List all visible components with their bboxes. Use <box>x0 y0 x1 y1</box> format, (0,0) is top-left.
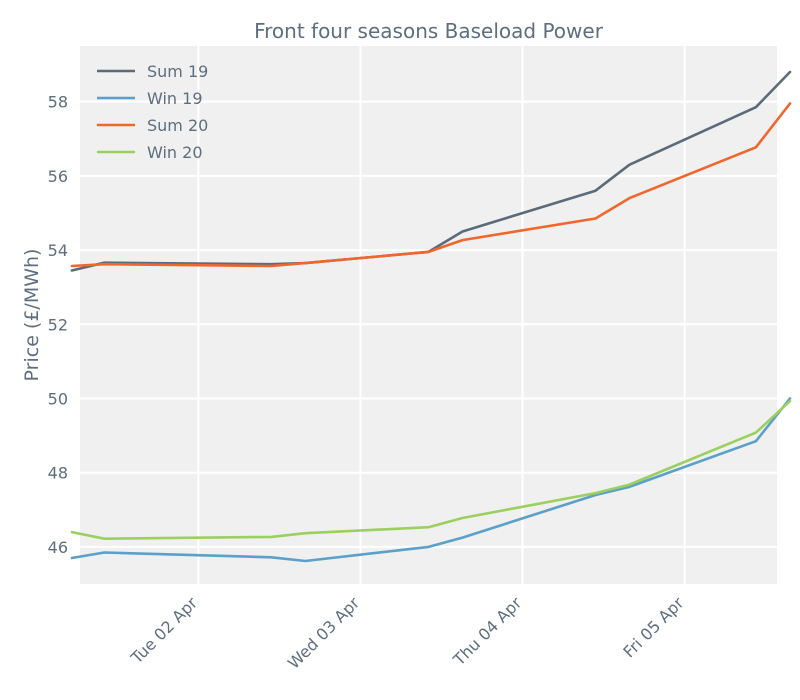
y-tick-label: 52 <box>48 315 68 334</box>
y-tick-label: 48 <box>48 464 68 483</box>
legend-label: Win 19 <box>147 89 203 108</box>
x-tick-label: Wed 03 Apr <box>284 593 364 673</box>
y-axis: 46 48 50 52 54 56 58 <box>48 93 68 557</box>
y-axis-title: Price (£/MWh) <box>21 249 43 382</box>
series-line-win-19 <box>70 397 792 563</box>
legend-label: Win 20 <box>147 143 203 162</box>
chart-title: Front four seasons Baseload Power <box>254 19 604 43</box>
series-lines <box>70 70 792 563</box>
y-tick-label: 46 <box>48 538 68 557</box>
x-tick-label: Thu 04 Apr <box>449 593 526 670</box>
series-line-sum-20 <box>70 102 792 268</box>
y-tick-label: 54 <box>48 241 68 260</box>
legend-label: Sum 20 <box>147 116 208 135</box>
y-tick-label: 56 <box>48 167 68 186</box>
y-tick-label: 50 <box>48 389 68 408</box>
plot-background <box>80 46 777 584</box>
y-tick-label: 58 <box>48 93 68 112</box>
grid <box>80 46 777 584</box>
legend-label: Sum 19 <box>147 62 208 81</box>
series-line-win-20 <box>70 399 792 541</box>
x-tick-label: Fri 05 Apr <box>619 593 687 661</box>
legend: Sum 19 Win 19 Sum 20 Win 20 <box>97 62 208 162</box>
x-tick-label: Tue 02 Apr <box>127 593 202 668</box>
x-axis: Tue 02 Apr Wed 03 Apr Thu 04 Apr Fri 05 Apr <box>127 593 688 673</box>
series-line-sum-19 <box>70 70 792 272</box>
